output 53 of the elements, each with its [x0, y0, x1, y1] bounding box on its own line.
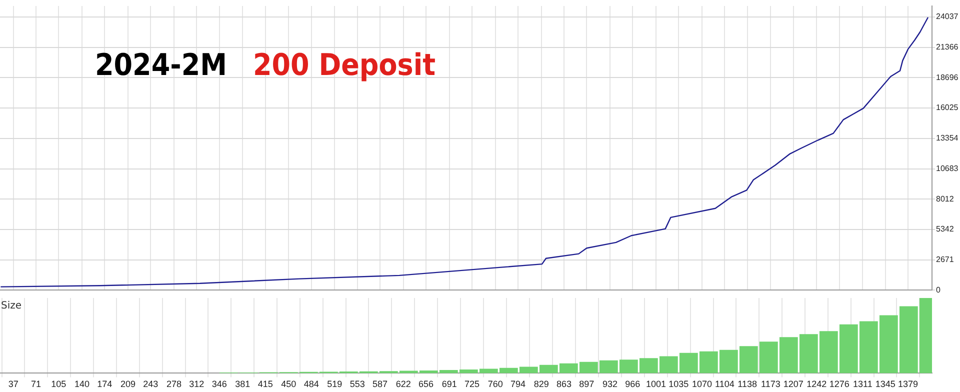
x-tick-label: 174: [97, 379, 112, 390]
x-tick-label: 1242: [806, 379, 827, 390]
x-tick-label: 243: [143, 379, 158, 390]
x-tick-label: 1276: [829, 379, 850, 390]
x-tick-label: 278: [166, 379, 182, 390]
x-tick-label: 897: [579, 379, 594, 390]
x-tick-label: 415: [258, 379, 273, 390]
y-tick-label: 16025: [936, 103, 959, 112]
x-tick-label: 1207: [783, 379, 804, 390]
x-tick-label: 1173: [760, 379, 780, 390]
y-tick-label: 8012: [936, 194, 954, 204]
y-tick-label: 21366: [936, 42, 959, 52]
x-tick-label: 691: [442, 379, 457, 390]
y-tick-label: 24037: [936, 12, 959, 22]
x-tick-label: 1138: [738, 379, 758, 390]
x-tick-label: 794: [510, 379, 526, 390]
x-tick-label: 829: [534, 379, 549, 390]
x-tick-label: 1345: [875, 379, 896, 390]
text: 200 Deposit: [252, 48, 436, 83]
x-tick-label: 71: [30, 379, 42, 390]
y-tick-label: 2671: [936, 255, 954, 264]
x-tick-label: 1379: [898, 379, 918, 390]
x-tick-label: 622: [396, 379, 411, 390]
x-tick-label: 312: [189, 379, 204, 390]
x-tick-label: 1311: [852, 379, 872, 390]
x-tick-label: 932: [602, 379, 618, 390]
y-tick-label: 0: [936, 285, 941, 294]
x-tick-label: 1001: [646, 379, 666, 390]
x-tick-label: 966: [625, 379, 640, 390]
x-tick-label: 484: [304, 379, 319, 390]
x-tick-label: 381: [235, 379, 250, 390]
x-tick-label: 209: [120, 379, 136, 390]
x-tick-label: 1104: [714, 379, 734, 390]
x-tick-label: 519: [327, 379, 342, 390]
x-tick-label: 760: [488, 379, 503, 390]
y-tick-label: 18696: [936, 72, 959, 82]
x-tick-label: 346: [212, 379, 227, 390]
x-tick-label: 725: [464, 379, 480, 390]
x-tick-label: 1070: [692, 379, 712, 390]
x-tick-label: 1035: [668, 379, 689, 390]
x-tick-label: 450: [281, 379, 296, 390]
y-axis-title: Size: [1, 300, 22, 312]
y-tick-label: 13354: [936, 134, 959, 143]
x-tick-label: 553: [350, 379, 365, 390]
y-tick-label: 10683: [936, 164, 959, 173]
x-tick-label: 863: [556, 379, 572, 390]
x-tick-label: 37: [8, 379, 18, 390]
x-tick-label: 140: [74, 379, 90, 390]
text: 2024-2M: [95, 48, 227, 83]
x-tick-label: 587: [372, 379, 388, 390]
x-tick-label: 656: [418, 379, 434, 390]
y-tick-label: 5342: [936, 224, 954, 234]
x-tick-label: 105: [51, 379, 66, 390]
